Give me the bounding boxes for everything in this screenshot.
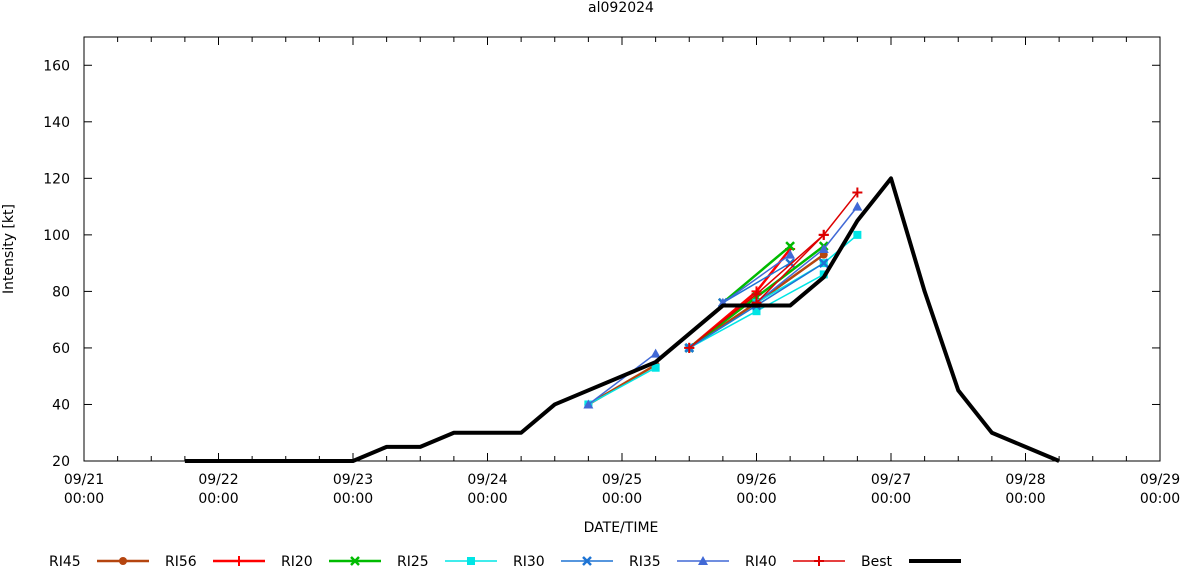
- y-tick-label: 160: [43, 58, 70, 74]
- y-tick-label: 40: [52, 397, 70, 413]
- series-ri40: [684, 187, 863, 353]
- x-tick-date: 09/22: [198, 472, 238, 488]
- y-axis-label: Intensity [kt]: [1, 204, 17, 294]
- legend-item-ri40: RI40: [745, 554, 845, 567]
- series-line-ri56: [688, 248, 792, 349]
- point-ri40: [684, 342, 695, 353]
- legend-item-ri20: RI20: [281, 554, 381, 567]
- point-ri35: [650, 348, 661, 358]
- point-ri25: [651, 363, 660, 372]
- x-tick-date: 09/29: [1140, 472, 1180, 488]
- point-ri25: [752, 307, 761, 316]
- x-tick-date: 09/27: [871, 472, 911, 488]
- x-tick-time: 00:00: [64, 491, 104, 507]
- x-tick-time: 00:00: [1140, 491, 1180, 507]
- legend-marker: [119, 557, 127, 565]
- chart-title: al092024: [588, 0, 654, 16]
- x-tick-time: 00:00: [602, 491, 642, 507]
- point-ri35: [818, 244, 829, 253]
- y-tick-label: 80: [52, 284, 70, 300]
- point-ri20: [785, 241, 796, 252]
- point-ri35: [785, 249, 796, 259]
- legend: RI45 RI56 RI20 RI25 RI30 RI35 RI40 Best: [49, 554, 961, 567]
- point-ri25: [853, 230, 862, 239]
- y-tick-label: 20: [52, 454, 70, 470]
- point-ri35: [852, 201, 863, 211]
- y-tick-label: 140: [43, 115, 70, 131]
- x-tick-time: 00:00: [736, 491, 776, 507]
- point-ri40: [818, 229, 829, 240]
- legend-marker: [582, 556, 592, 566]
- legend-item-ri45: RI45: [49, 554, 149, 567]
- legend-marker: [467, 557, 475, 565]
- series-line-best: [184, 176, 1060, 463]
- y-tick-label: 100: [43, 228, 70, 244]
- legend-marker: [350, 556, 360, 566]
- y-tick-label: 120: [43, 171, 70, 187]
- x-tick-date: 09/28: [1005, 472, 1045, 488]
- point-ri40: [751, 289, 762, 300]
- series-layer: [184, 176, 1060, 463]
- legend-marker: [814, 556, 824, 566]
- x-tick-time: 00:00: [871, 491, 911, 507]
- legend-label: RI40: [745, 554, 777, 567]
- x-tick-date: 09/25: [602, 472, 642, 488]
- x-tick-time: 00:00: [467, 491, 507, 507]
- legend-item-ri56: RI56: [165, 554, 265, 567]
- x-tick-date: 09/21: [64, 472, 104, 488]
- x-tick-date: 09/26: [736, 472, 776, 488]
- legend-marker: [698, 556, 708, 565]
- legend-item-ri25: RI25: [397, 554, 497, 567]
- legend-label: RI56: [165, 554, 197, 567]
- x-tick-time: 00:00: [198, 491, 238, 507]
- series-line-ri35: [587, 352, 657, 406]
- legend-label: RI25: [397, 554, 429, 567]
- legend-label: RI35: [629, 554, 661, 567]
- point-ri30: [818, 258, 829, 269]
- legend-label: RI45: [49, 554, 81, 567]
- x-axis-label: DATE/TIME: [584, 520, 659, 536]
- x-tick-time: 00:00: [1005, 491, 1045, 507]
- series-best: [184, 176, 1060, 463]
- series-line-ri30: [722, 262, 791, 304]
- legend-label: RI30: [513, 554, 545, 567]
- y-tick-label: 60: [52, 341, 70, 357]
- y-tick-labels: 20 40 60 80 100 120 140 160: [43, 58, 70, 470]
- series-line-ri20: [722, 245, 791, 304]
- point-ri35: [583, 399, 594, 409]
- x-tick-date: 09/24: [467, 472, 507, 488]
- x-tick-time: 00:00: [333, 491, 373, 507]
- x-tick-labels: 09/21 00:00 09/22 00:00 09/23 00:00 09/24 00:00…: [64, 472, 1180, 507]
- plot-frame: [83, 36, 1161, 462]
- legend-item-best: Best: [861, 554, 961, 567]
- series-line-ri25: [588, 367, 656, 406]
- legend-marker: [234, 556, 244, 566]
- point-ri40: [852, 187, 863, 198]
- legend-label: Best: [861, 554, 893, 567]
- legend-label: RI20: [281, 554, 313, 567]
- x-tick-date: 09/23: [333, 472, 373, 488]
- axis-ticks: [83, 37, 1161, 462]
- legend-item-ri30: RI30: [513, 554, 613, 567]
- series-line-ri35: [722, 254, 791, 304]
- legend-item-ri35: RI35: [629, 554, 729, 567]
